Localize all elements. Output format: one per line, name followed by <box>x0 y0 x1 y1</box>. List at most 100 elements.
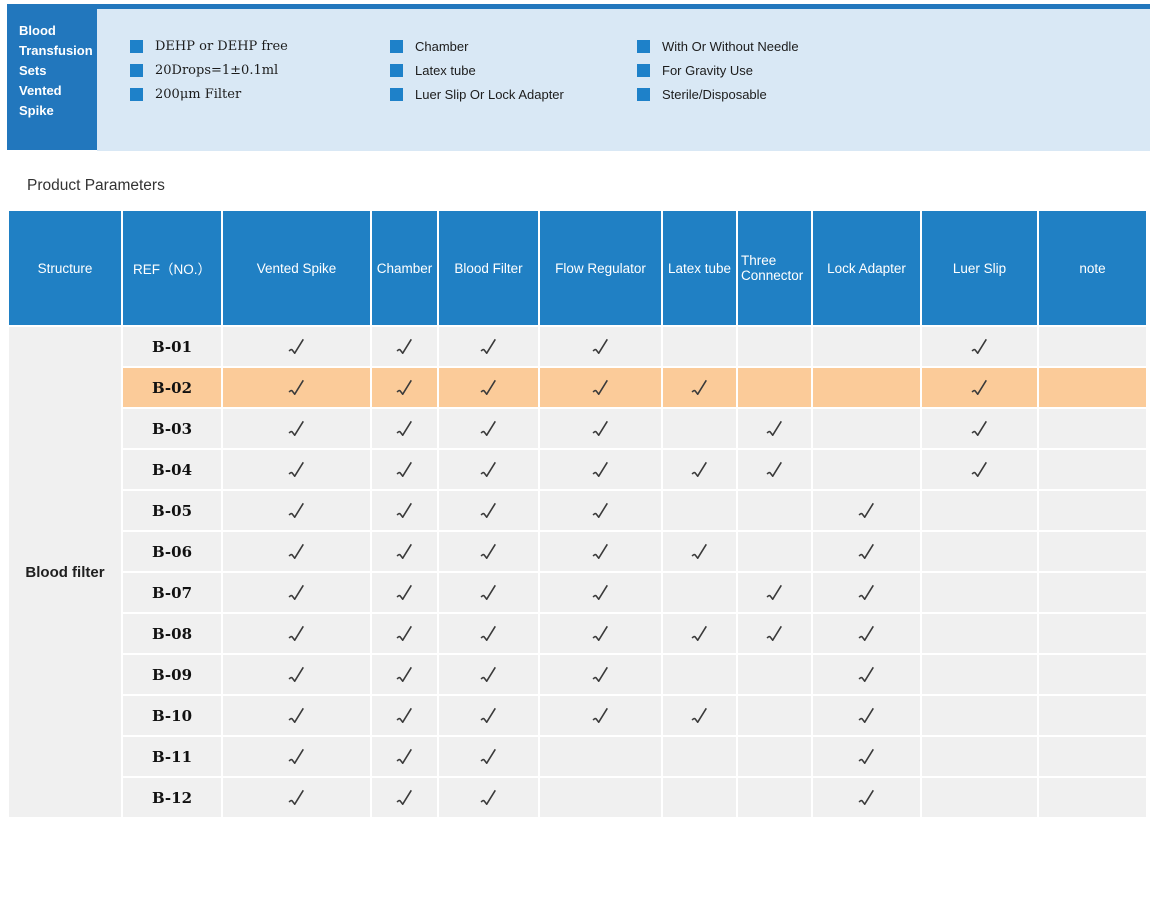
table-cell <box>661 366 738 409</box>
table-cell <box>1037 735 1148 778</box>
check-icon <box>288 462 304 478</box>
table-cell <box>370 407 439 450</box>
table-cell <box>1037 653 1148 696</box>
table-cell <box>661 448 738 491</box>
check-icon <box>592 626 608 642</box>
ref-cell: B-06 <box>121 530 223 573</box>
check-icon <box>592 585 608 601</box>
check-icon <box>691 708 707 724</box>
table-row[interactable]: B-04 <box>8 448 1148 491</box>
table-cell <box>736 448 813 491</box>
check-icon <box>480 462 496 478</box>
table-row[interactable]: Blood filter B-01 <box>7 325 1148 819</box>
feature-label: Luer Slip Or Lock Adapter <box>415 86 564 102</box>
check-icon <box>971 380 987 396</box>
check-icon <box>288 790 304 806</box>
table-row[interactable]: B-05 <box>8 489 1148 532</box>
check-icon <box>288 749 304 765</box>
feature-label: Latex tube <box>415 62 476 78</box>
table-cell <box>538 735 663 778</box>
table-cell <box>1037 448 1148 491</box>
bullet-square-icon <box>130 87 143 101</box>
table-row[interactable]: B-11 <box>8 735 1148 778</box>
product-banner: Blood Transfusion Sets Vented Spike DEHP or … <box>0 4 1150 151</box>
check-icon <box>858 544 874 560</box>
check-icon <box>480 790 496 806</box>
check-icon <box>288 667 304 683</box>
check-icon <box>766 585 782 601</box>
check-icon <box>592 544 608 560</box>
check-icon <box>288 380 304 396</box>
table-cell <box>736 653 813 696</box>
feature-label: 20Drops=1±0.1ml <box>155 62 279 78</box>
page-title: Product Parameters <box>27 177 165 194</box>
ref-cell: B-09 <box>121 653 223 696</box>
table-row[interactable]: B-09 <box>8 653 1148 696</box>
table-row-highlighted[interactable]: B-02 <box>8 366 1148 409</box>
table-cell <box>1037 776 1148 819</box>
table-cell <box>1037 612 1148 655</box>
table-cell <box>538 694 663 737</box>
column-header-ref-no: REF（NO.） <box>121 209 223 327</box>
table-cell <box>811 530 922 573</box>
table-cell <box>661 735 738 778</box>
check-icon <box>858 667 874 683</box>
table-cell <box>221 325 372 368</box>
table-row[interactable]: B-08 <box>8 612 1148 655</box>
column-header-luer-slip: Luer Slip <box>920 209 1039 327</box>
check-icon <box>480 503 496 519</box>
column-header-three-connector: Three Connector <box>736 209 813 327</box>
table-cell <box>437 366 540 409</box>
check-icon <box>288 708 304 724</box>
table-cell <box>811 612 922 655</box>
ref-cell: B-01 <box>121 325 223 368</box>
table-cell <box>736 489 813 532</box>
structure-cell: Blood filter <box>7 325 123 819</box>
check-icon <box>592 380 608 396</box>
table-cell <box>736 325 813 368</box>
table-cell <box>437 325 540 368</box>
table-cell <box>221 776 372 819</box>
check-icon <box>592 503 608 519</box>
table-row[interactable]: B-07 <box>8 571 1148 614</box>
feature-item: Sterile/Disposable <box>637 86 799 102</box>
table-row[interactable]: B-06 <box>8 530 1148 573</box>
table-cell <box>221 612 372 655</box>
check-icon <box>396 380 412 396</box>
table-cell <box>370 571 439 614</box>
table-cell <box>811 694 922 737</box>
table-cell <box>661 489 738 532</box>
table-row[interactable]: B-12 <box>8 776 1148 819</box>
table-cell <box>811 571 922 614</box>
table-cell <box>538 448 663 491</box>
table-cell <box>370 366 439 409</box>
table-cell <box>920 489 1039 532</box>
table-row[interactable]: B-03 <box>8 407 1148 450</box>
feature-item: Chamber <box>390 38 564 54</box>
table-cell <box>437 489 540 532</box>
table-cell <box>538 612 663 655</box>
check-icon <box>480 749 496 765</box>
table-cell <box>736 735 813 778</box>
table-cell <box>1037 694 1148 737</box>
table-cell <box>221 694 372 737</box>
feature-column-3: With Or Without Needle For Gravity Use Ste… <box>637 38 799 110</box>
check-icon <box>396 585 412 601</box>
check-icon <box>592 339 608 355</box>
table-row[interactable]: B-10 <box>8 694 1148 737</box>
table-cell <box>736 530 813 573</box>
ref-cell: B-03 <box>121 407 223 450</box>
feature-item: For Gravity Use <box>637 62 799 78</box>
column-header-latex-tube: Latex tube <box>661 209 738 327</box>
check-icon <box>288 339 304 355</box>
table-cell <box>920 571 1039 614</box>
check-icon <box>971 462 987 478</box>
check-icon <box>592 708 608 724</box>
table-cell <box>221 407 372 450</box>
table-cell <box>1037 407 1148 450</box>
table-cell <box>538 653 663 696</box>
table-cell <box>661 776 738 819</box>
table-cell <box>736 407 813 450</box>
table-cell <box>221 653 372 696</box>
bullet-square-icon <box>390 39 403 53</box>
